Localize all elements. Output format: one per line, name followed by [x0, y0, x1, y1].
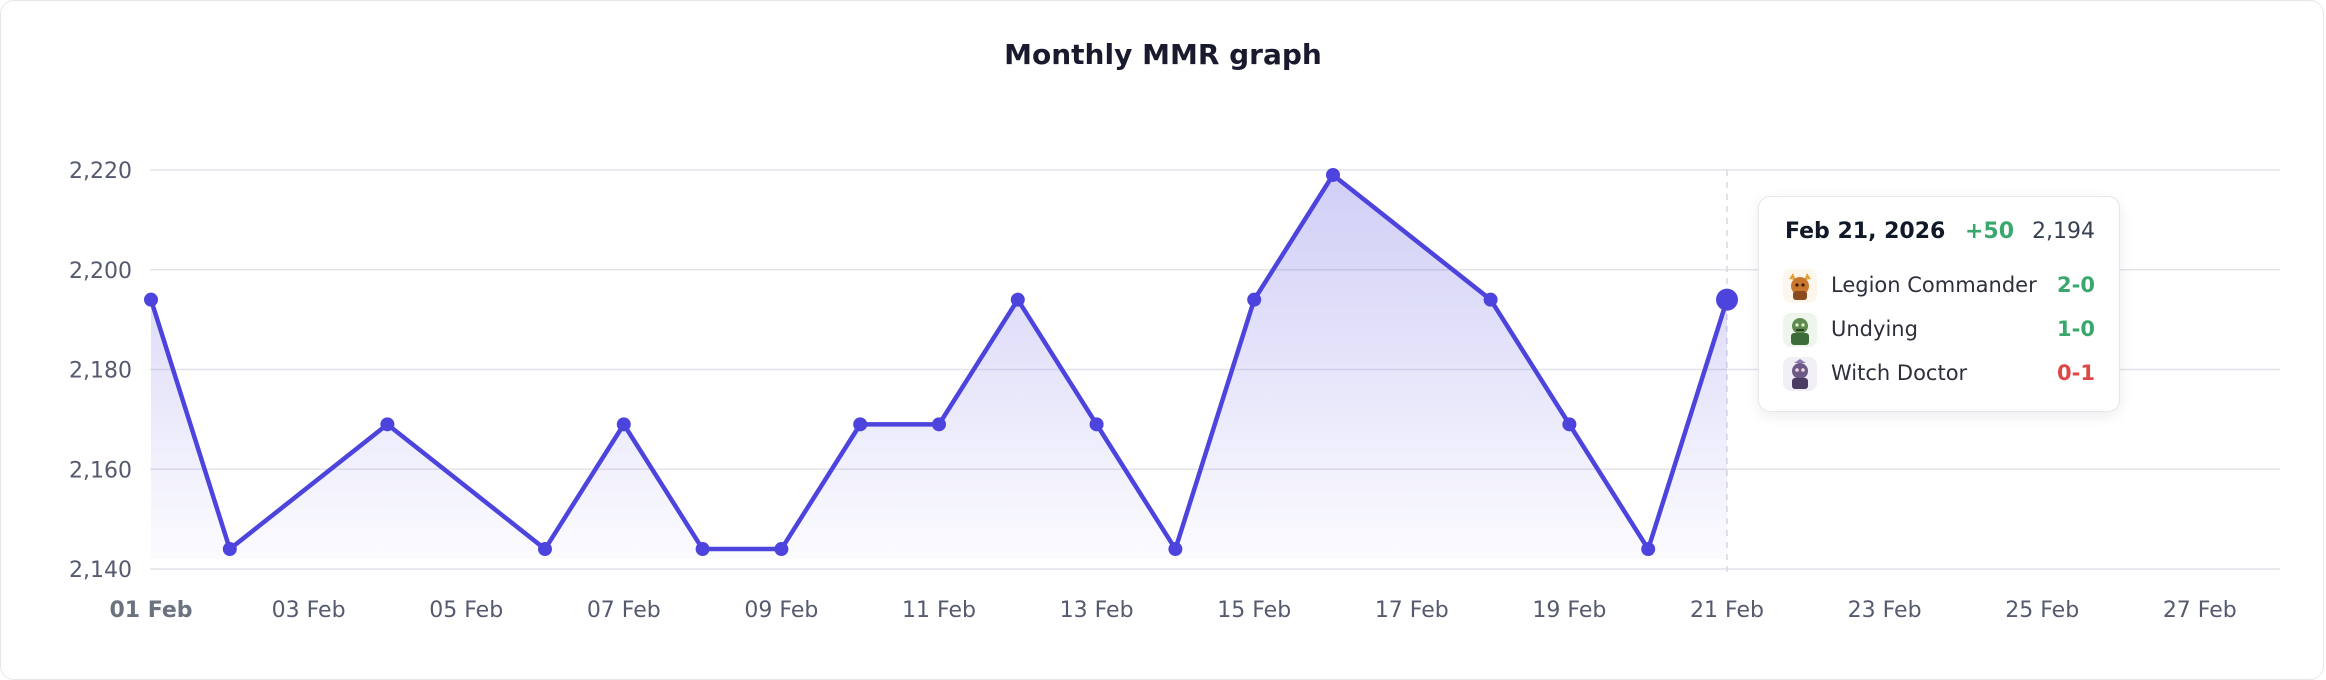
data-point[interactable] — [774, 542, 789, 557]
data-point[interactable] — [538, 542, 552, 557]
hero-name: Legion Commander — [1831, 273, 2037, 297]
hovered-data-point[interactable] — [1716, 288, 1738, 311]
y-tick-label: 2,200 — [69, 259, 132, 284]
witch-doctor-icon — [1783, 357, 1817, 391]
x-tick-label: 19 Feb — [1532, 598, 1606, 623]
x-tick-label: 15 Feb — [1217, 598, 1291, 623]
data-point[interactable] — [853, 417, 868, 432]
tooltip-hero-row: Legion Commander 2-0 — [1783, 267, 2095, 305]
x-tick-label: 09 Feb — [744, 598, 818, 623]
tooltip-mmr-change: +50 — [1965, 219, 2015, 244]
hero-score: 2-0 — [2057, 273, 2095, 297]
x-tick-label: 25 Feb — [2005, 598, 2079, 623]
data-point[interactable] — [695, 542, 710, 557]
tooltip-mmr-value: 2,194 — [2032, 219, 2095, 244]
data-point[interactable] — [1168, 542, 1183, 557]
x-tick-label: 27 Feb — [2163, 598, 2237, 623]
data-point[interactable] — [616, 417, 631, 432]
data-point[interactable] — [1089, 417, 1104, 432]
tooltip-date: Feb 21, 2026 — [1785, 219, 1946, 244]
tooltip-hero-row: Undying 1-0 — [1783, 311, 2095, 349]
data-point[interactable] — [1010, 292, 1025, 307]
hero-name: Undying — [1831, 317, 1918, 341]
mmr-area — [151, 174, 1727, 560]
data-point[interactable] — [1483, 292, 1498, 307]
data-point[interactable] — [380, 417, 395, 432]
x-tick-label: 11 Feb — [902, 598, 976, 623]
data-point[interactable] — [1247, 292, 1262, 307]
data-point[interactable] — [144, 292, 158, 307]
x-tick-label: 23 Feb — [1848, 598, 1922, 623]
x-tick-label: 21 Feb — [1690, 598, 1764, 623]
data-point[interactable] — [932, 417, 946, 432]
data-point[interactable] — [222, 542, 237, 557]
x-tick-label: 13 Feb — [1060, 598, 1134, 623]
hover-tooltip: Feb 21, 2026 +50 2,194 Legion Commander … — [1758, 196, 2120, 412]
tooltip-header: Feb 21, 2026 +50 2,194 — [1785, 219, 2095, 249]
data-point[interactable] — [1326, 167, 1340, 182]
x-tick-label: 05 Feb — [429, 598, 503, 623]
y-tick-label: 2,140 — [69, 558, 132, 583]
undying-icon — [1783, 313, 1817, 347]
y-tick-label: 2,220 — [69, 159, 132, 184]
x-tick-label: 03 Feb — [272, 598, 346, 623]
mmr-line — [148, 172, 1730, 552]
chart-title: Monthly MMR graph — [1004, 38, 1322, 71]
y-tick-label: 2,180 — [69, 359, 132, 384]
hero-score: 1-0 — [2057, 317, 2095, 341]
x-tick-label: 07 Feb — [587, 598, 661, 623]
y-tick-label: 2,160 — [69, 458, 132, 483]
x-tick-label: 17 Feb — [1375, 598, 1449, 623]
hero-score: 0-1 — [2057, 361, 2095, 385]
hero-name: Witch Doctor — [1831, 361, 1968, 385]
legion-commander-icon — [1783, 269, 1817, 303]
data-point[interactable] — [1641, 542, 1656, 557]
tooltip-hero-row: Witch Doctor 0-1 — [1783, 355, 2095, 393]
x-tick-label: 01 Feb — [109, 598, 192, 623]
data-point[interactable] — [1562, 417, 1577, 432]
